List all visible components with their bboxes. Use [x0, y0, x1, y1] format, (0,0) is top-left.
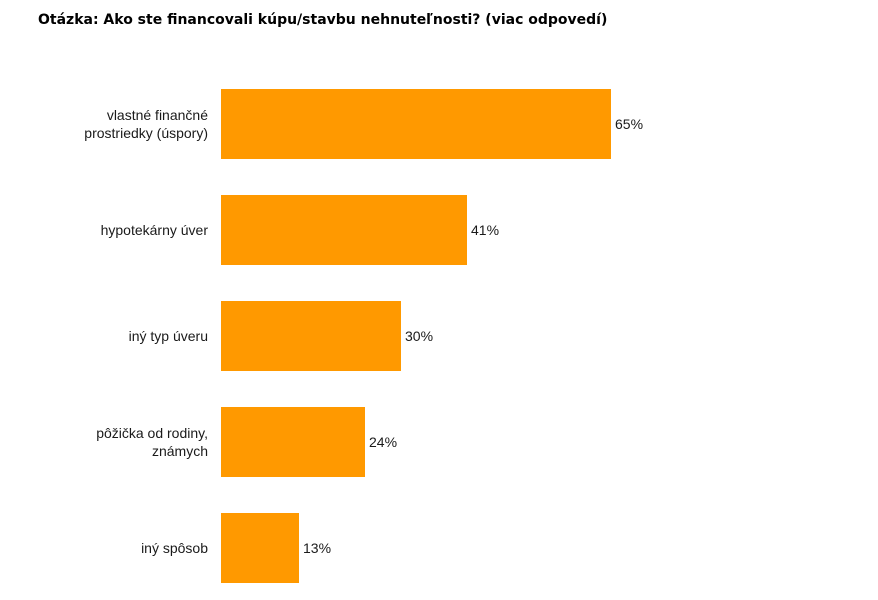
- category-label-0-line-1: prostriedky (úspory): [84, 125, 208, 141]
- category-label-4: iný spôsob: [141, 540, 208, 556]
- category-label-3-line-0: pôžička od rodiny,: [96, 425, 208, 441]
- category-label-2-line-0: iný typ úveru: [129, 328, 208, 344]
- value-label-2: 30%: [405, 328, 433, 344]
- category-label-3: pôžička od rodiny, známych: [96, 425, 208, 459]
- category-label-4-line-0: iný spôsob: [141, 540, 208, 556]
- value-label-4: 13%: [303, 540, 331, 556]
- category-label-0-line-0: vlastné finančné: [107, 107, 208, 123]
- category-label-0: vlastné finančné prostriedky (úspory): [84, 107, 208, 141]
- bar-1: [221, 195, 467, 265]
- bar-3: [221, 407, 365, 477]
- bar-4: [221, 513, 299, 583]
- chart-title: Otázka: Ako ste financovali kúpu/stavbu …: [38, 12, 608, 28]
- category-label-1: hypotekárny úver: [101, 222, 209, 238]
- category-label-1-line-0: hypotekárny úver: [101, 222, 209, 238]
- value-label-0: 65%: [615, 116, 643, 132]
- bar-2: [221, 301, 401, 371]
- category-label-2: iný typ úveru: [129, 328, 208, 344]
- value-label-3: 24%: [369, 434, 397, 450]
- category-label-3-line-1: známych: [152, 443, 208, 459]
- value-label-1: 41%: [471, 222, 499, 238]
- bar-0: [221, 89, 611, 159]
